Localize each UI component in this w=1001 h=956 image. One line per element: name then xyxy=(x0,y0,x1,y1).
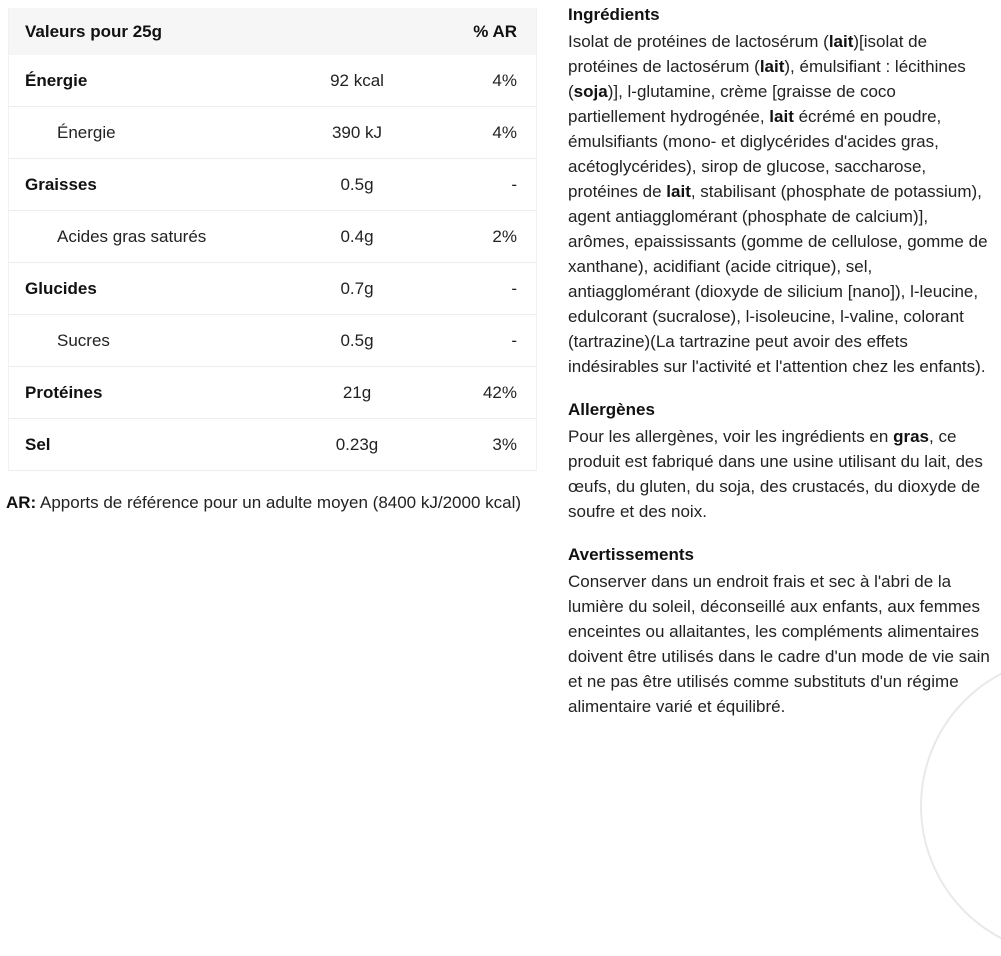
cell-ar: 3% xyxy=(492,434,517,454)
nutrition-table: Valeurs pour 25g % AR Énergie 92 kcal 4% Én… xyxy=(8,8,537,471)
cell-ar: 42% xyxy=(482,382,517,402)
table-row: Sel 0.23g 3% xyxy=(9,419,536,471)
table-row: Énergie 390 kJ 4% xyxy=(9,107,536,159)
ingredients-heading: Ingrédients xyxy=(568,5,660,24)
nutrition-table-header: Valeurs pour 25g % AR xyxy=(9,8,536,55)
table-row: Sucres 0.5g - xyxy=(9,315,536,367)
cell-label: Énergie xyxy=(25,70,88,90)
cell-value: 92 kcal xyxy=(330,70,384,90)
cell-ar: - xyxy=(511,330,517,350)
warnings-text: Conserver dans un endroit frais et sec à… xyxy=(568,572,990,716)
cell-label: Sel xyxy=(25,434,51,454)
table-row: Protéines 21g 42% xyxy=(9,367,536,419)
cell-label: Énergie xyxy=(57,122,116,142)
cell-label: Graisses xyxy=(25,174,97,194)
table-header-ar: % AR xyxy=(473,21,517,41)
cell-label: Acides gras saturés xyxy=(57,226,207,246)
cell-value: 0.23g xyxy=(335,434,379,454)
allergens-text: Pour les allergènes, voir les ingrédient… xyxy=(568,427,983,521)
ar-footnote: AR: Apports de référence pour un adulte … xyxy=(6,492,537,513)
cell-value: 0.5g xyxy=(340,174,374,194)
cell-ar: 4% xyxy=(492,122,517,142)
cell-label: Protéines xyxy=(25,382,103,402)
cell-value: 21g xyxy=(342,382,372,402)
cell-label: Glucides xyxy=(25,278,97,298)
nutrition-rows: Énergie 92 kcal 4% Énergie 390 kJ 4% Graisses 0… xyxy=(9,55,536,471)
cell-ar: 2% xyxy=(492,226,517,246)
cell-ar: - xyxy=(511,174,517,194)
cell-value: 390 kJ xyxy=(331,122,383,142)
table-row: Acides gras saturés 0.4g 2% xyxy=(9,211,536,263)
table-header-label: Valeurs pour 25g xyxy=(25,21,162,41)
cell-value: 0.7g xyxy=(340,278,374,298)
table-row: Énergie 92 kcal 4% xyxy=(9,55,536,107)
ingredients-text: Isolat de protéines de lactosérum (lait)… xyxy=(568,32,988,376)
ar-footnote-label: AR: xyxy=(6,493,37,512)
nutrition-panel: Valeurs pour 25g % AR Énergie 92 kcal 4% Én… xyxy=(6,8,537,513)
cell-value: 0.4g xyxy=(340,226,374,246)
warnings-section: Avertissements Conserver dans un endroit… xyxy=(568,543,993,719)
allergens-section: Allergènes Pour les allergènes, voir les… xyxy=(568,398,993,524)
info-text-column: Ingrédients Isolat de protéines de lacto… xyxy=(568,3,993,738)
cell-value: 0.5g xyxy=(340,330,374,350)
ar-footnote-text: Apports de référence pour un adulte moye… xyxy=(36,493,522,512)
cell-ar: 4% xyxy=(492,70,517,90)
cell-ar: - xyxy=(511,278,517,298)
table-row: Graisses 0.5g - xyxy=(9,159,536,211)
ingredients-section: Ingrédients Isolat de protéines de lacto… xyxy=(568,3,993,379)
cell-label: Sucres xyxy=(57,330,110,350)
warnings-heading: Avertissements xyxy=(568,545,694,564)
table-row: Glucides 0.7g - xyxy=(9,263,536,315)
allergens-heading: Allergènes xyxy=(568,400,655,419)
